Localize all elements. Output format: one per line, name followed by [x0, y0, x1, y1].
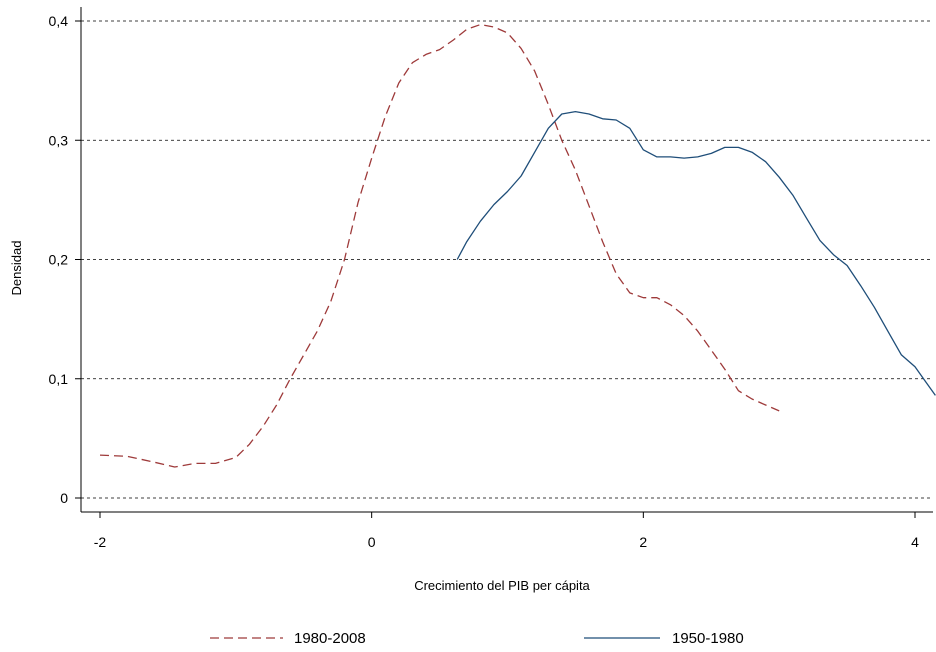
x-tick-label: 0 [368, 534, 376, 550]
x-tick-label: 4 [911, 534, 919, 550]
x-tick-label: -2 [94, 534, 107, 550]
x-axis-label: Crecimiento del PIB per cápita [414, 578, 590, 593]
y-tick-label: 0,3 [49, 132, 69, 148]
legend-label-1950-1980: 1950-1980 [672, 630, 744, 647]
y-tick-label: 0 [60, 490, 68, 506]
y-tick-label: 0,4 [49, 13, 69, 29]
y-axis-label: Densidad [9, 241, 24, 296]
legend: 1980-2008 1950-1980 [210, 630, 744, 647]
y-tick-label: 0,2 [49, 252, 69, 268]
series-layer [99, 23, 936, 468]
x-tick-label: 2 [639, 534, 647, 550]
y-tick-label: 0,1 [49, 371, 69, 387]
legend-label-1980-2008: 1980-2008 [294, 630, 366, 647]
ticks: 0 0,1 0,2 0,3 0,4 -2 0 2 4 [49, 13, 920, 550]
grid [81, 20, 933, 499]
series-line-1980-2008 [99, 23, 780, 468]
series-line-1950-1980 [456, 110, 936, 396]
